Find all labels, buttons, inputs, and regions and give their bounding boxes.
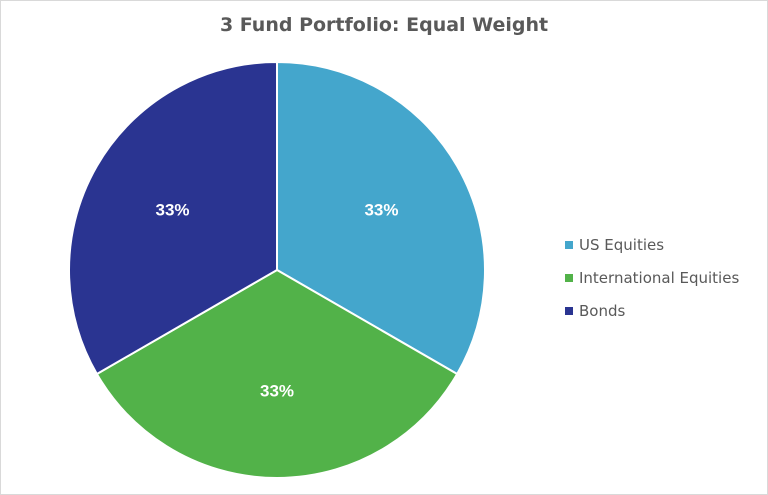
- slice-bonds[interactable]: [68, 60, 278, 376]
- chart-title: 3 Fund Portfolio: Equal Weight: [219, 14, 549, 36]
- legend-swatch-international-equities: [565, 273, 573, 282]
- data-label: 33%: [156, 201, 190, 220]
- legend-swatch-bonds: [565, 306, 573, 315]
- legend-label: US Equities: [579, 235, 665, 254]
- data-label: 33%: [260, 382, 294, 401]
- legend: US Equities International Equities Bonds: [565, 228, 739, 327]
- legend-label: Bonds: [579, 301, 626, 320]
- legend-item-international-equities[interactable]: International Equities: [565, 261, 739, 294]
- pie-slices: [68, 60, 486, 479]
- legend-label: International Equities: [579, 268, 740, 287]
- legend-item-bonds[interactable]: Bonds: [565, 294, 739, 327]
- slice-international-equities[interactable]: [95, 268, 459, 479]
- legend-item-us-equities[interactable]: US Equities: [565, 228, 739, 261]
- pie-data-labels: 33% 33% 33%: [156, 201, 399, 401]
- slice-us-equities[interactable]: [276, 60, 486, 376]
- legend-swatch-us-equities: [565, 240, 573, 249]
- data-label: 33%: [364, 201, 398, 220]
